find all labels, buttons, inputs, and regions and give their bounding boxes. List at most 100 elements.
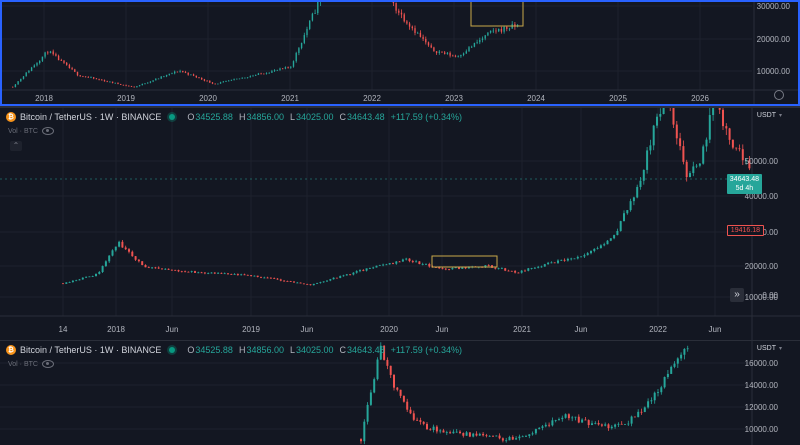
- candle-body: [395, 3, 397, 11]
- candle-body: [223, 273, 226, 275]
- bitcoin-logo-icon: ₿: [6, 345, 16, 355]
- main-chart-pane[interactable]: 14 2018 Jun 2019 Jun 2020 Jun 2021 Jun 2022 Jun 500…: [0, 108, 800, 340]
- top-chart-pane[interactable]: 2018 2019 2020 2021 2022 2023 2024 2025 2026 3000…: [0, 0, 800, 106]
- currency-selector[interactable]: USDT ▾: [757, 112, 782, 119]
- main-price-chart[interactable]: 14 2018 Jun 2019 Jun 2020 Jun 2021 Jun 2022 Jun 500…: [0, 108, 800, 340]
- candle-body: [250, 275, 253, 276]
- candle-body: [319, 282, 322, 284]
- candle-body: [63, 60, 65, 63]
- candle-body: [673, 363, 676, 367]
- candle-body: [355, 271, 358, 273]
- candle-body: [230, 79, 233, 81]
- candle-body: [101, 79, 103, 81]
- candle-body: [629, 201, 632, 211]
- candle-body: [151, 267, 154, 269]
- candle-body: [260, 73, 262, 75]
- candle-body: [576, 256, 579, 259]
- candle-body: [473, 42, 476, 47]
- candle-body: [62, 283, 64, 285]
- eye-icon[interactable]: [41, 360, 54, 368]
- candle-body: [200, 272, 203, 274]
- candle-body: [293, 281, 295, 283]
- candle-body: [81, 277, 84, 280]
- candle-body: [662, 108, 665, 114]
- candle-body: [352, 272, 355, 275]
- top-price-chart[interactable]: 2018 2019 2020 2021 2022 2023 2024 2025 2026 3000…: [2, 2, 798, 104]
- candle-body: [558, 419, 560, 421]
- candle-body: [76, 71, 79, 76]
- candle-body: [298, 48, 300, 53]
- double-chevron-right-icon[interactable]: »: [730, 288, 744, 302]
- chevron-up-icon[interactable]: ⌃: [10, 141, 22, 151]
- candle-body: [306, 284, 309, 285]
- x-axis-label: Jun: [301, 325, 314, 334]
- pane-separator[interactable]: [0, 106, 800, 108]
- candle-body: [399, 389, 402, 396]
- candle-body: [222, 81, 224, 83]
- gear-icon[interactable]: [774, 90, 784, 100]
- candle-body: [201, 77, 203, 80]
- candle-body: [492, 30, 494, 32]
- candle-body: [299, 282, 302, 284]
- candle-body: [203, 79, 206, 81]
- candle-body: [326, 280, 328, 282]
- candle-body: [508, 28, 511, 30]
- candle-body: [548, 424, 551, 426]
- bottom-chart-pane[interactable]: 16000.00 14000.00 12000.00 10000.00 ₿ Bitco…: [0, 341, 800, 445]
- candle-body: [574, 416, 577, 418]
- currency-selector[interactable]: USDT ▾: [757, 345, 782, 352]
- candle-body: [266, 277, 269, 279]
- candle-body: [515, 438, 518, 440]
- candle-body: [279, 279, 282, 281]
- candle-body: [128, 85, 130, 87]
- candle-body: [498, 435, 501, 439]
- candle-body: [314, 13, 316, 14]
- candle-body: [476, 42, 478, 44]
- candle-body: [518, 436, 521, 439]
- volume-indicator[interactable]: Vol · BTC: [8, 127, 54, 135]
- candle-body: [405, 258, 408, 260]
- bottom-price-chart[interactable]: 16000.00 14000.00 12000.00 10000.00: [0, 341, 800, 445]
- candle-body: [702, 146, 705, 164]
- candle-body: [467, 267, 470, 269]
- candle-body: [468, 47, 470, 52]
- candle-body: [233, 274, 236, 275]
- symbol-title[interactable]: Bitcoin / TetherUS · 1W · BINANCE: [20, 345, 162, 355]
- candle-body: [653, 392, 656, 401]
- candle-body: [84, 76, 87, 78]
- candle-body: [147, 82, 149, 84]
- candle-body: [465, 432, 468, 436]
- candle-body: [335, 277, 338, 279]
- candle-body: [609, 238, 612, 241]
- candle-body: [316, 283, 319, 284]
- candle-body: [207, 273, 210, 274]
- candle-body: [144, 83, 146, 85]
- candle-body: [577, 416, 580, 423]
- candle-body: [342, 275, 345, 277]
- candle-body: [295, 52, 297, 62]
- candle-body: [656, 116, 658, 126]
- eye-icon[interactable]: [41, 127, 54, 135]
- candle-body: [71, 280, 74, 283]
- market-status-icon[interactable]: [169, 347, 176, 353]
- market-status-icon[interactable]: [169, 114, 176, 120]
- candle-body: [650, 400, 653, 402]
- candle-body: [468, 432, 471, 437]
- candle-body: [510, 270, 513, 272]
- candle-body: [503, 26, 505, 32]
- candle-body: [375, 265, 378, 268]
- candle-body: [396, 387, 399, 390]
- volume-indicator[interactable]: Vol · BTC: [8, 360, 54, 368]
- candle-body: [284, 67, 287, 69]
- candle-body: [122, 84, 125, 86]
- volume-label: Vol · BTC: [8, 127, 38, 135]
- candle-body: [311, 13, 314, 21]
- symbol-title[interactable]: Bitcoin / TetherUS · 1W · BINANCE: [20, 112, 162, 122]
- candle-body: [85, 276, 88, 278]
- candle-body: [686, 348, 689, 350]
- candle-body: [36, 63, 38, 66]
- candle-body: [495, 435, 498, 437]
- candle-body: [487, 32, 489, 36]
- candle-body: [514, 24, 516, 27]
- candle-body: [302, 283, 305, 285]
